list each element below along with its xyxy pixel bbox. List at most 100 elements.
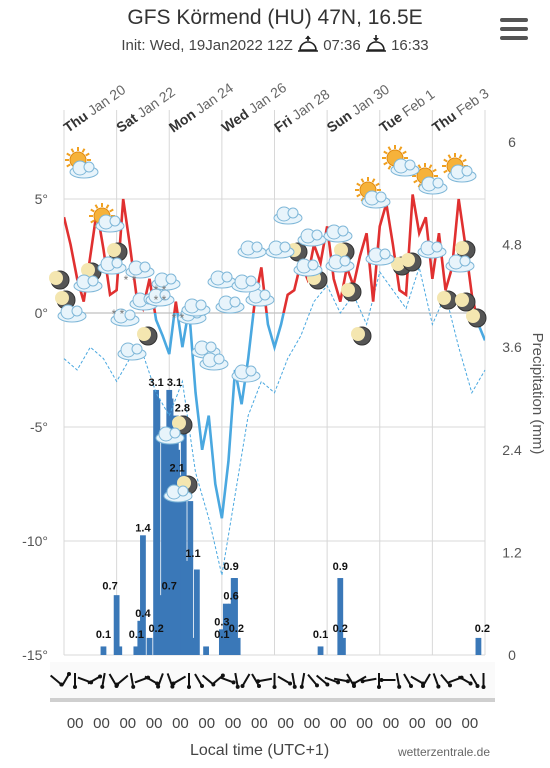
cloud-shape bbox=[205, 341, 217, 353]
wind-arrowhead bbox=[397, 684, 402, 689]
cloud-icon bbox=[57, 304, 87, 323]
hour-label: 00 bbox=[383, 715, 400, 732]
precip-data-label: 0.9 bbox=[223, 561, 238, 573]
wind-arrow bbox=[134, 676, 149, 684]
wind-arrow bbox=[457, 675, 472, 685]
precip-bar bbox=[317, 646, 324, 655]
precip-data-label: 1.1 bbox=[185, 548, 200, 560]
wind-arrowhead bbox=[325, 682, 330, 687]
wind-arrowhead bbox=[379, 678, 384, 682]
wind-arrow bbox=[257, 677, 273, 683]
moon-lit bbox=[55, 291, 69, 305]
sun-ray bbox=[462, 158, 467, 163]
moon-lit bbox=[455, 293, 469, 307]
x-axis-label: Local time (UTC+1) bbox=[190, 742, 330, 759]
cloud-icon bbox=[125, 260, 155, 279]
wind-strip bbox=[50, 662, 495, 698]
precip-bar bbox=[230, 578, 237, 655]
wind-arrowhead bbox=[235, 684, 240, 689]
precip-data-label: 0.1 bbox=[313, 629, 328, 641]
y-left-tick-label: -10° bbox=[22, 533, 48, 549]
wind-arrowhead bbox=[436, 684, 441, 689]
y-right-tick-label: 0 bbox=[508, 647, 516, 663]
hour-label: 00 bbox=[251, 715, 268, 732]
precip-data-label: 3.1 bbox=[148, 377, 163, 389]
cloud-icon bbox=[199, 352, 229, 371]
cloud-icon bbox=[97, 256, 127, 275]
wind-arrowhead bbox=[187, 685, 191, 689]
y-right-tick-label: 1.2 bbox=[502, 544, 522, 560]
wind-arrow bbox=[448, 676, 462, 684]
cloud-icon bbox=[231, 274, 261, 293]
cloud-shape bbox=[431, 241, 443, 253]
sun-ray bbox=[109, 208, 114, 213]
sun-ray bbox=[360, 178, 365, 183]
wind-arrow bbox=[220, 676, 234, 684]
cloud-icon bbox=[163, 484, 193, 503]
cloud-shape bbox=[139, 261, 151, 273]
moon-lit bbox=[455, 241, 469, 255]
sunset-time: 16:33 bbox=[391, 37, 429, 54]
cloud-shape bbox=[83, 161, 95, 173]
moon-icon bbox=[341, 282, 362, 302]
wind-arrow bbox=[353, 675, 367, 685]
precip-data-label: 0.6 bbox=[223, 591, 238, 603]
precip-data-label: 0.9 bbox=[333, 561, 348, 573]
cloud-shape bbox=[251, 241, 263, 253]
hour-label: 00 bbox=[409, 715, 426, 732]
wind-arrow bbox=[129, 672, 135, 688]
sun-ray bbox=[66, 163, 71, 168]
precip-data-label: 0.3 bbox=[214, 616, 229, 628]
sun-ray bbox=[383, 150, 388, 155]
precip-data-label: 2.1 bbox=[169, 462, 184, 474]
cloud-shape bbox=[71, 305, 83, 317]
wind-arrowhead bbox=[351, 681, 356, 686]
sun-ray bbox=[94, 204, 99, 209]
cloud-icon bbox=[237, 240, 267, 259]
cloud-shape bbox=[131, 343, 143, 355]
wind-arrow bbox=[77, 676, 92, 684]
cloud-icon bbox=[231, 364, 261, 383]
moon-lit bbox=[334, 243, 348, 257]
wind-arrowhead bbox=[73, 685, 77, 689]
moon-lit bbox=[49, 271, 63, 285]
cloud-shape bbox=[459, 255, 471, 267]
sunset-icon bbox=[365, 35, 386, 52]
precip-data-label: 3.1 bbox=[167, 377, 182, 389]
precip-bar bbox=[340, 637, 346, 655]
cloud-icon bbox=[417, 240, 447, 259]
wind-arrow bbox=[422, 673, 431, 687]
sunrise-icon bbox=[298, 35, 319, 52]
precip-bar bbox=[187, 501, 194, 655]
wind-arrow bbox=[440, 673, 451, 687]
partly-cloudy-icon bbox=[69, 160, 99, 179]
wind-arrowhead bbox=[314, 683, 319, 688]
precip-data-label: 0.2 bbox=[475, 623, 490, 635]
init-line: Init: Wed, 19Jan2022 12Z 07:36 16:33 bbox=[0, 35, 550, 54]
precip-data-label: 0.2 bbox=[229, 623, 244, 635]
precip-bar bbox=[161, 432, 167, 655]
precip-bar bbox=[167, 398, 174, 655]
wind-arrow bbox=[194, 673, 203, 687]
sun-ray bbox=[458, 154, 463, 159]
moon-icon bbox=[437, 290, 458, 310]
menu-icon[interactable] bbox=[500, 18, 528, 42]
precip-bar bbox=[337, 578, 344, 655]
wind-arrowhead bbox=[475, 684, 480, 689]
cloud-shape bbox=[177, 485, 189, 497]
cloud-icon bbox=[151, 272, 181, 291]
moon-lit bbox=[341, 283, 355, 297]
sun-ray bbox=[402, 150, 407, 155]
wind-arrow bbox=[300, 672, 306, 688]
sun-ray bbox=[90, 219, 95, 224]
cloud-icon bbox=[365, 247, 395, 266]
wind-arrow bbox=[49, 674, 63, 686]
wind-arrow bbox=[241, 673, 251, 687]
wind-arrow bbox=[166, 673, 174, 687]
hour-label: 00 bbox=[172, 715, 189, 732]
hour-label: 00 bbox=[93, 715, 110, 732]
precip-data-label: 2.8 bbox=[175, 403, 190, 415]
sun-ray bbox=[70, 148, 75, 153]
cloud-shape bbox=[109, 215, 121, 227]
hour-label: 00 bbox=[198, 715, 215, 732]
